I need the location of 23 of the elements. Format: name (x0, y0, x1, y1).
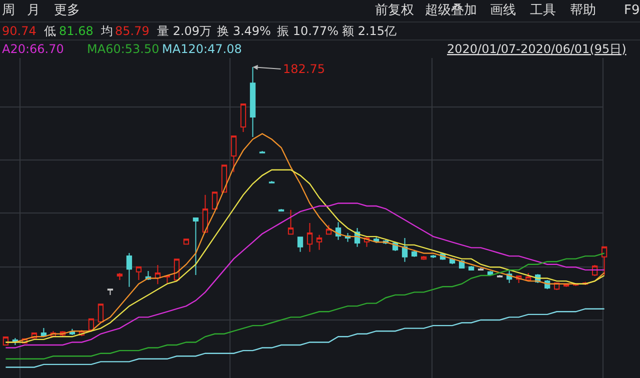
text: 2020/01/07-2020/06/01(95日) (447, 42, 626, 56)
text: 帮助 (570, 3, 596, 18)
text: 换 3.49% (217, 24, 271, 38)
text: 更多 (54, 3, 80, 18)
text: 前复权 (375, 3, 414, 18)
text: 81.68 (59, 24, 94, 38)
text: 额 2.15亿 (342, 24, 397, 38)
text: 低 (44, 24, 56, 38)
text: 振 10.77% (277, 24, 339, 38)
text: 85.79 (115, 24, 150, 38)
text: 均 (100, 24, 113, 38)
text: 90.74 (2, 24, 36, 38)
annotation: 182.75 (283, 62, 325, 76)
text: 周 (2, 3, 15, 18)
text: 工具 (530, 3, 556, 18)
text: 画线 (490, 3, 516, 18)
text: A20:66.70 (2, 42, 64, 56)
text: MA60:53.50 (87, 42, 160, 56)
text: 月 (27, 3, 40, 18)
text: 量 2.09万 (157, 24, 212, 38)
text: F9 (624, 3, 640, 18)
text: MA120:47.08 (162, 42, 242, 56)
text: 超级叠加 (425, 3, 477, 18)
